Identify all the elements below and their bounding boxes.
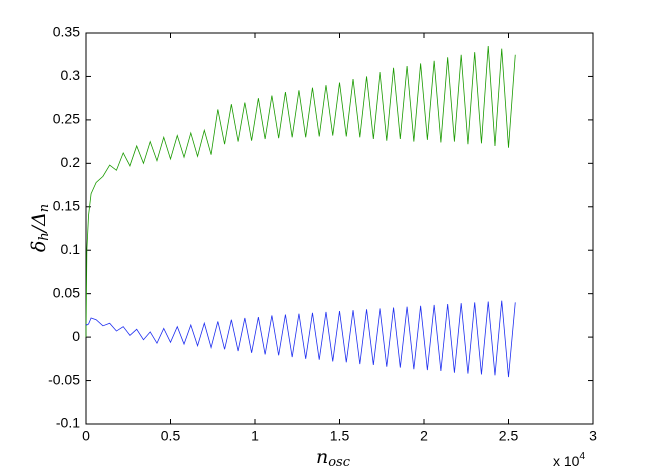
y-label-part: δ xyxy=(28,241,50,252)
y-axis-label: δh/Δn xyxy=(28,204,52,252)
y-tick-label: -0.1 xyxy=(56,415,80,431)
y-tick-label: 0.3 xyxy=(61,67,81,83)
y-tick-label: 0.25 xyxy=(53,111,80,127)
y-tick-label: 0.05 xyxy=(53,284,80,300)
x-tick-label: 0.5 xyxy=(161,428,181,444)
y-tick-label: -0.05 xyxy=(48,371,80,387)
x-multiplier-exp: 4 xyxy=(579,451,585,462)
y-tick-label: 0.2 xyxy=(61,154,81,170)
x-label-sub: osc xyxy=(328,455,350,470)
y-label-sub: h xyxy=(37,232,52,240)
y-tick-label: 0.1 xyxy=(61,241,81,257)
x-tick-label: 2.5 xyxy=(499,428,519,444)
x-tick-label: 3 xyxy=(589,428,597,444)
x-label-main: n xyxy=(316,446,328,468)
y-label-part: /Δ xyxy=(28,212,50,234)
x-multiplier: x 104 xyxy=(553,451,585,469)
series-line xyxy=(85,46,516,338)
x-tick-label: 2 xyxy=(420,428,428,444)
y-tick-label: 0.35 xyxy=(53,24,80,40)
axes-box xyxy=(85,32,594,425)
x-tick-label: 1.5 xyxy=(330,428,350,444)
x-tick-label: 0 xyxy=(82,428,90,444)
series-line xyxy=(85,300,516,378)
x-multiplier-base: x 10 xyxy=(553,453,580,469)
x-tick-label: 1 xyxy=(251,428,259,444)
y-tick-label: 0 xyxy=(72,328,80,344)
x-axis-label: nosc xyxy=(316,446,351,470)
y-tick-label: 0.15 xyxy=(53,197,80,213)
y-label-sub: n xyxy=(37,204,52,212)
